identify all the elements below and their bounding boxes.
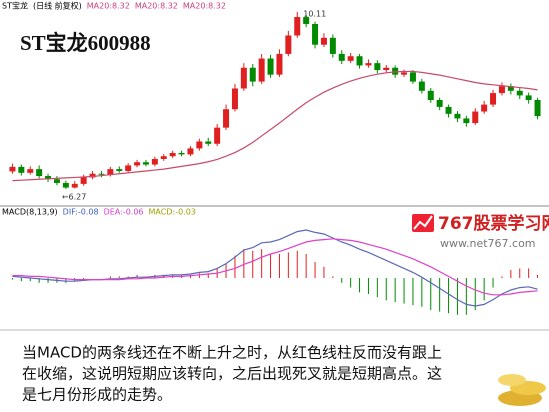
candle-body (178, 153, 185, 155)
candle-body (231, 88, 238, 110)
candle-body (356, 56, 363, 66)
header-text: MA20:8.32 (183, 2, 226, 11)
candle-body (285, 35, 292, 54)
logo-url: www.net767.com (440, 237, 536, 250)
candle-body (507, 86, 514, 91)
candle-body (312, 23, 319, 45)
candle-body (62, 182, 69, 188)
candle-body (196, 141, 203, 149)
candle-body (267, 58, 274, 75)
candle-body (89, 173, 96, 178)
logo-arrow (413, 215, 433, 230)
candle-body (454, 113, 461, 119)
candle-body (107, 169, 114, 175)
candle-body (498, 86, 505, 94)
candle-body (53, 179, 60, 183)
candle-body (71, 183, 78, 188)
macd-title: MACD:-0.03 (149, 208, 196, 217)
candle-body (445, 106, 452, 114)
candle-body (347, 56, 354, 61)
coin (498, 374, 526, 386)
candle-body (276, 53, 283, 75)
candle-body (329, 37, 336, 54)
logo: 767股票学习网 www.net767.com (412, 213, 549, 250)
candle-body (98, 173, 105, 175)
header-text: MA20:8.32 (135, 2, 178, 11)
candle-body (365, 63, 372, 66)
candle-body (187, 148, 194, 155)
header-text: ST宝龙 (2, 1, 28, 11)
candle-body (80, 177, 87, 184)
candle-body (436, 100, 443, 107)
header-text: (日线 前复权) (33, 1, 82, 11)
candle-body (258, 58, 265, 82)
candle-body (134, 162, 141, 166)
ma-line (12, 70, 538, 182)
candle-body (45, 176, 52, 180)
candle-body (9, 166, 16, 172)
candle-body (249, 67, 256, 82)
candle-body (401, 72, 408, 75)
candle-body (409, 72, 416, 82)
candle-body (338, 53, 345, 61)
candle-body (320, 37, 327, 45)
candle-body (169, 153, 176, 157)
candle-body (27, 169, 34, 173)
candle-body (214, 127, 221, 144)
candle-body (534, 100, 541, 117)
candle-body (303, 17, 310, 24)
candle-body (151, 158, 158, 165)
high-label: 10.11 (303, 9, 326, 18)
candle-body (374, 63, 381, 71)
caption-line: 是七月份形成的走势。 (22, 386, 172, 404)
candle-body (240, 67, 247, 89)
stock-label: ST宝龙600988 (20, 31, 151, 55)
coins (498, 374, 546, 406)
candle-body (36, 169, 43, 177)
candle-body (223, 109, 230, 128)
macd-title: DIF:-0.08 (63, 208, 99, 217)
candle-body (125, 165, 132, 171)
macd-title: DEA:-0.06 (104, 208, 144, 217)
logo-title: 767股票学习网 (438, 213, 549, 234)
candle-body (205, 141, 212, 144)
candle-body (116, 169, 123, 171)
macd-line (12, 238, 538, 296)
candle-body (463, 118, 470, 124)
candle-body (294, 17, 301, 36)
header-text: MA20:8.32 (87, 2, 130, 11)
caption-line: 当MACD的两条线还在不断上升之时，从红色线柱反而没有跟上 (22, 344, 442, 362)
candle-body (427, 90, 434, 101)
candle-body (392, 67, 399, 75)
candle-body (383, 67, 390, 71)
logo-icon (412, 214, 434, 232)
candle-body (481, 104, 488, 112)
candle-body (490, 93, 497, 105)
macd-title: MACD(8,13,9) (2, 208, 58, 217)
caption-line: 在收缩，这说明短期应该转向，之后出现死叉就是短期高点。这 (22, 365, 442, 383)
candle-body (516, 90, 523, 96)
candle-body (160, 156, 167, 159)
candle-body (142, 162, 149, 165)
candle-body (418, 81, 425, 91)
candle-body (472, 111, 479, 124)
candle-body (18, 166, 25, 173)
low-label: ←6.27 (62, 192, 87, 201)
candle-body (525, 95, 532, 101)
